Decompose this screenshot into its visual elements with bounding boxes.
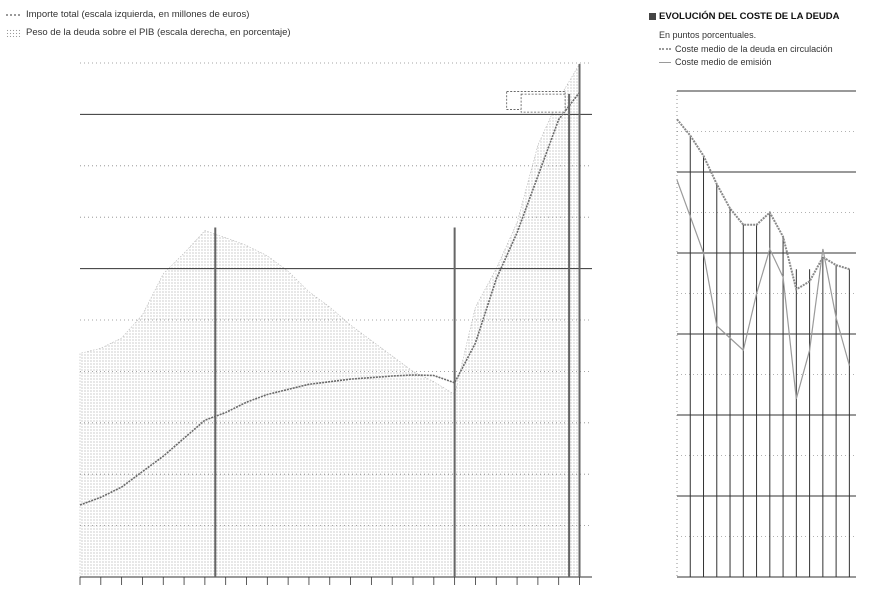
legend-gdp-label: Peso de la deuda sobre el PIB (escala de…	[26, 27, 291, 38]
debt-total-line	[79, 91, 581, 506]
legend-gdp-swatch	[6, 28, 20, 37]
right-chart-title: EVOLUCIÓN DEL COSTE DE LA DEUDA	[649, 11, 840, 22]
right-chart-subtitle: En puntos porcentuales.	[659, 30, 757, 40]
legend-outstanding-label: Coste medio de la deuda en circulación	[675, 44, 833, 54]
legend-total: Importe total (escala izquierda, en mill…	[6, 9, 249, 20]
annotation-box	[520, 93, 566, 113]
legend-issue-label: Coste medio de emisión	[675, 57, 772, 67]
left-lines-layer	[79, 64, 581, 577]
legend-outstanding: Coste medio de la deuda en circulación	[659, 44, 833, 54]
legend-outstanding-swatch	[659, 48, 671, 50]
right-chart-title-text: EVOLUCIÓN DEL COSTE DE LA DEUDA	[659, 11, 840, 22]
legend-issue-swatch	[659, 61, 671, 63]
gdp-area	[79, 62, 580, 578]
left-grid	[79, 62, 592, 585]
title-bullet-icon	[649, 12, 656, 20]
legend-total-swatch	[6, 13, 20, 16]
legend-gdp: Peso de la deuda sobre el PIB (escala de…	[6, 27, 291, 38]
legend-issue: Coste medio de emisión	[659, 57, 772, 67]
left-labels-layer	[506, 91, 566, 113]
legend-total-label: Importe total (escala izquierda, en mill…	[26, 9, 250, 20]
gdp-area-layer	[79, 62, 580, 578]
